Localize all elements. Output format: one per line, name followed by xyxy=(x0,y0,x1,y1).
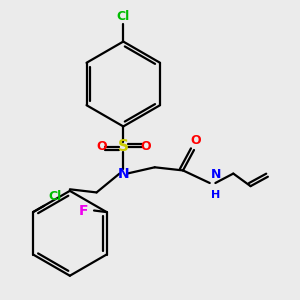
Text: O: O xyxy=(96,140,106,153)
Text: H: H xyxy=(211,190,220,200)
Text: Cl: Cl xyxy=(117,10,130,23)
Text: O: O xyxy=(190,134,201,148)
Text: S: S xyxy=(118,140,129,154)
Text: O: O xyxy=(140,140,151,153)
Text: F: F xyxy=(79,203,88,218)
Text: N: N xyxy=(211,168,222,182)
Text: Cl: Cl xyxy=(49,190,62,202)
Text: N: N xyxy=(118,167,129,181)
